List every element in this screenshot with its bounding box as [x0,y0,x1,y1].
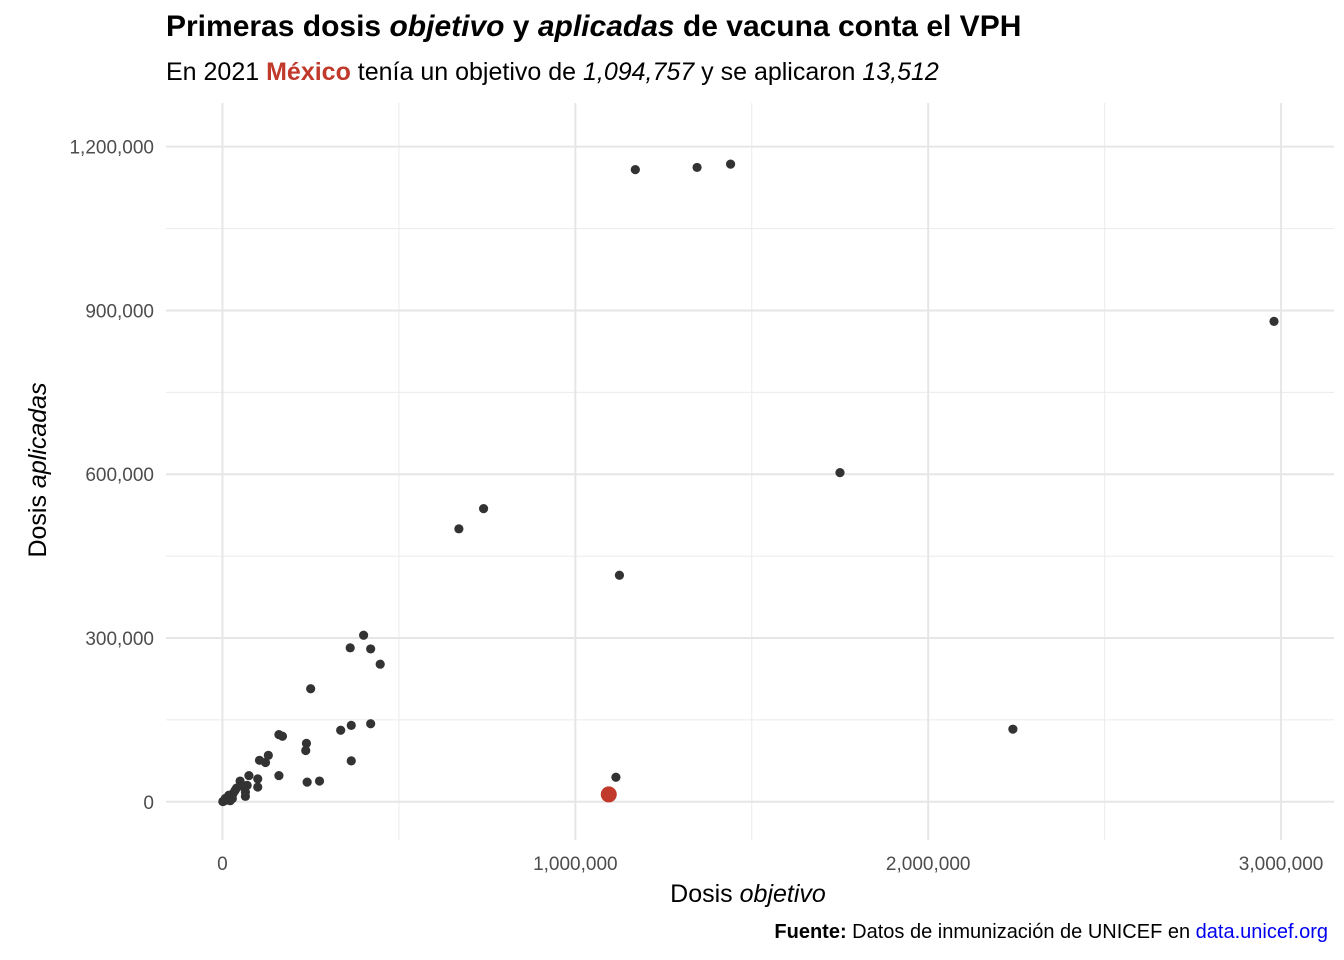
data-point [1269,316,1279,326]
title-part-1: Primeras dosis [166,10,390,43]
data-points [218,159,1279,807]
source-label: Fuente: [774,921,847,943]
data-point [478,504,489,514]
data-point [253,774,263,784]
y-axis-title: Dosis aplicadas [24,382,52,557]
y-tick-label: 1,200,000 [69,138,154,159]
x-tick-label: 1,000,000 [533,854,618,875]
data-point [253,782,263,792]
data-point [218,796,228,807]
x-axis-title-part-2: objetivo [740,880,826,908]
data-point [314,776,325,786]
x-tick-label: 3,000,000 [1239,854,1324,875]
data-point [225,796,235,806]
data-point [345,643,355,653]
data-point [1008,724,1018,734]
data-point [346,756,356,766]
data-point [277,731,288,741]
data-point [240,791,250,801]
x-tick-label: 0 [217,854,228,875]
x-tick-label: 2,000,000 [886,854,971,875]
data-point [614,570,625,580]
y-axis-ticks: 0 300,000 600,000 900,000 1,200,000 [69,138,154,814]
data-point [244,770,254,781]
data-point [263,750,273,760]
chart-subtitle: En 2021 México tenía un objetivo de 1,09… [166,58,939,87]
data-point [359,630,369,640]
data-point [274,770,284,781]
data-point [454,524,464,534]
subtitle-country: México [266,58,351,86]
subtitle-part-3: y se aplicaron [694,58,863,86]
y-tick-label: 300,000 [85,629,154,650]
data-point [260,757,271,768]
title-part-3: y [504,10,538,43]
data-point [835,467,845,478]
x-axis-title: Dosis objetivo [670,880,826,908]
data-point [346,720,356,730]
title-part-5: de vacuna conta el VPH [674,10,1022,43]
data-point [366,644,376,654]
title-part-4: aplicadas [537,10,675,43]
subtitle-applied: 13,512 [862,58,939,86]
y-axis-title-part-2: aplicadas [24,382,52,488]
subtitle-part-1: En 2021 [166,58,267,86]
source-link[interactable]: data.unicef.org [1195,921,1328,943]
data-point [725,159,736,169]
data-point [375,659,385,669]
data-point [306,684,316,694]
data-point [336,725,346,735]
source-caption: Fuente: Datos de inmunización de UNICEF … [774,921,1328,944]
data-point [302,777,312,787]
subtitle-target: 1,094,757 [582,58,695,86]
data-point [692,162,702,173]
subtitle-part-2: tenía un objetivo de [350,58,583,86]
source-text: Datos de inmunización de UNICEF en [846,921,1196,943]
y-tick-label: 600,000 [85,465,154,486]
data-point [301,745,311,756]
data-point [301,738,312,748]
y-axis-title-part-1: Dosis [24,488,52,557]
data-point [611,772,621,782]
title-part-2: objetivo [389,10,505,43]
data-point [630,165,640,175]
y-tick-label: 0 [143,793,154,814]
x-axis-ticks: 0 1,000,000 2,000,000 3,000,000 [217,854,1323,875]
y-tick-label: 900,000 [85,301,154,322]
data-point [366,719,376,729]
highlight-point-mexico [600,786,617,803]
x-axis-title-part-1: Dosis [670,880,739,908]
chart-title: Primeras dosis objetivo y aplicadas de v… [166,10,1021,44]
grid-lines [166,103,1334,840]
